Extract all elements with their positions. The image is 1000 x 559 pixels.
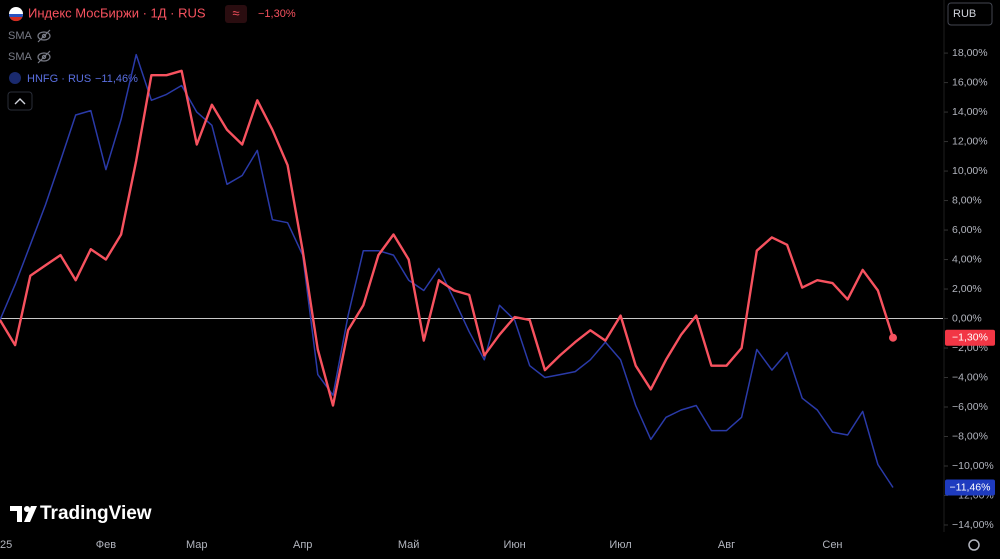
y-tick-label: 4,00% (952, 253, 982, 265)
y-tick-label: 2,00% (952, 283, 982, 295)
hide-icon[interactable] (37, 29, 51, 64)
price-label: −1,30% (952, 331, 988, 343)
series-line (0, 69, 895, 407)
y-tick-label: −10,00% (952, 460, 994, 472)
settings-icon[interactable] (968, 539, 980, 551)
y-tick-label: −8,00% (952, 430, 988, 442)
y-tick-label: −6,00% (952, 401, 988, 413)
y-tick-label: 6,00% (952, 224, 982, 236)
y-tick-label: 8,00% (952, 194, 982, 206)
y-tick-label: 10,00% (952, 165, 988, 177)
x-tick-label: Мар (186, 539, 208, 551)
y-tick-label: 18,00% (952, 47, 988, 59)
x-tick-label: Июл (609, 539, 631, 551)
legend-title: Индекс МосБиржи · 1Д · RUS (28, 5, 206, 20)
y-tick-label: 16,00% (952, 76, 988, 88)
x-tick-label: Июн (503, 539, 525, 551)
x-tick-label: Май (398, 539, 420, 551)
logo-icon (24, 506, 30, 512)
x-tick-label: Апр (293, 539, 312, 551)
flag-icon (9, 17, 23, 22)
x-tick-label: Сен (822, 539, 842, 551)
y-tick-label: −14,00% (952, 519, 994, 531)
x-tick-label: Авг (718, 539, 735, 551)
symbol-icon (9, 72, 21, 84)
last-point (889, 333, 897, 342)
y-tick-label: 12,00% (952, 135, 988, 147)
price-label-box (945, 329, 995, 346)
y-tick-label: 0,00% (952, 312, 982, 324)
y-tick-label: −4,00% (952, 371, 988, 383)
collapse-button[interactable] (7, 91, 33, 111)
logo-icon (10, 506, 37, 522)
indicator-label: SMA (8, 51, 33, 63)
currency-button[interactable] (947, 2, 993, 26)
legend-value: −11,46% (95, 73, 138, 85)
y-tick-label: 14,00% (952, 106, 988, 118)
compare-button[interactable] (225, 5, 247, 23)
legend-symbol: HNFG · RUS (27, 73, 91, 85)
watermark: TradingView (40, 503, 152, 524)
indicator-label: SMA (8, 30, 33, 42)
x-tick-label: Фев (96, 539, 116, 551)
price-label: −11,46% (950, 481, 991, 493)
currency-label[interactable]: RUB (953, 8, 976, 20)
price-label-box (945, 479, 995, 496)
compare-icon[interactable]: ≈ (232, 5, 239, 20)
chevron-icon[interactable] (14, 98, 26, 105)
legend-value: −1,30% (258, 8, 296, 20)
x-tick-label: 25 (0, 539, 12, 551)
